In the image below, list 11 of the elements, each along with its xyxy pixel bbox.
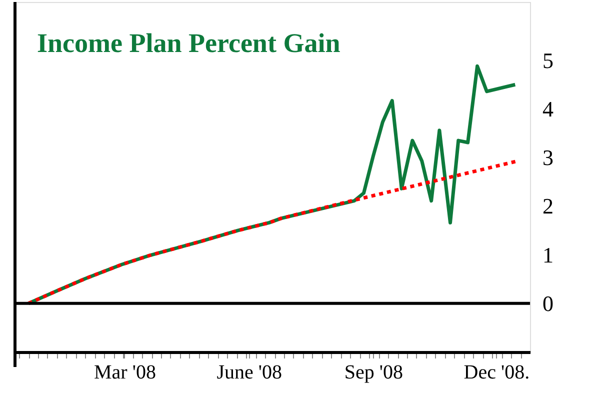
x-tick-label: Sep '08 [344,362,404,384]
text: Income Plan Percent Gain [37,28,340,58]
x-tick-label: Mar '08 [94,362,156,384]
y-tick-label: 3 [542,145,554,170]
x-tick-label: Dec '08. [464,362,530,384]
x-tick-label: June '08 [216,362,282,384]
y-tick-label: 4 [542,96,554,122]
y-tick-label: 5 [542,48,554,73]
y-tick-label: 2 [542,194,554,219]
y-tick-label: 0 [542,290,554,316]
y-tick-label: 1 [542,242,554,268]
